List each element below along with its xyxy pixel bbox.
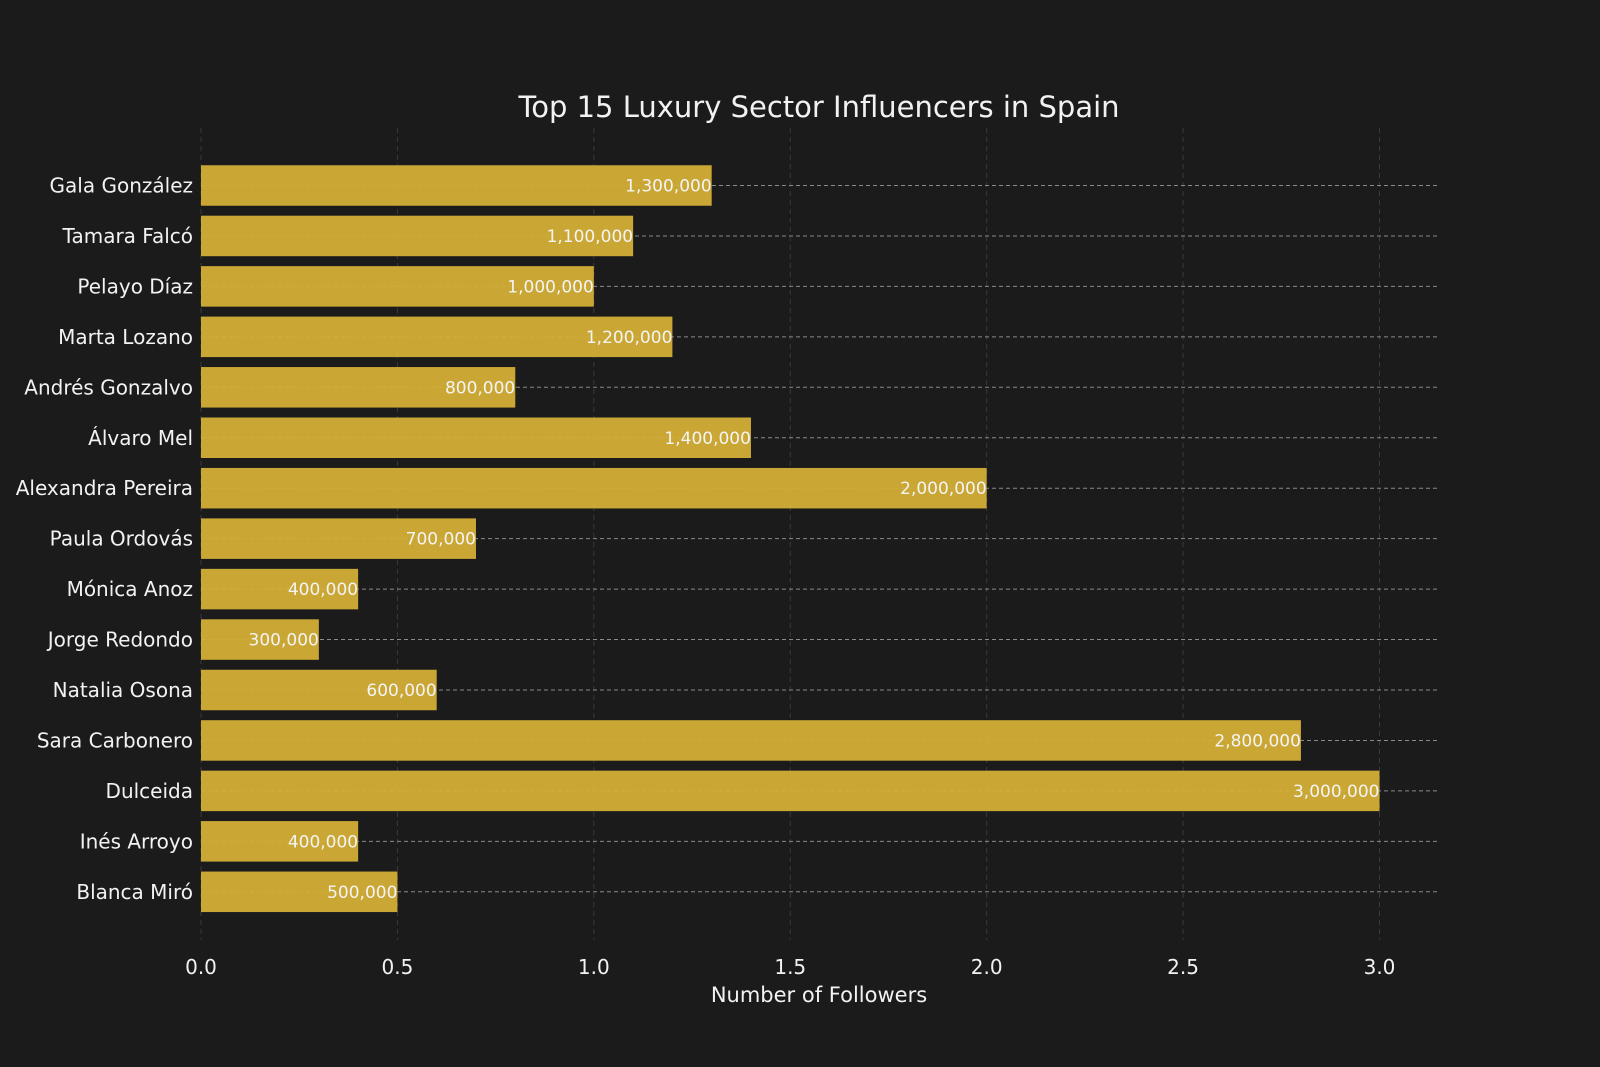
category-label: Tamara Falcó [62, 224, 193, 248]
bar [201, 669, 437, 711]
x-tick-label: 1.5 [774, 955, 806, 979]
bar-value-label: 800,000 [445, 378, 515, 398]
category-label: Blanca Miró [76, 880, 193, 904]
category-label: Álvaro Mel [88, 426, 193, 450]
x-tick-label: 1.0 [578, 955, 610, 979]
x-tick-labels: 0.0 0.5 1.0 1.5 2.0 2.5 3.0 [185, 955, 1395, 979]
category-label: Gala González [50, 174, 193, 198]
bar-value-label: 1,400,000 [664, 429, 751, 449]
bar-value-label: 700,000 [406, 530, 476, 550]
bar-value-label: 1,300,000 [625, 177, 712, 197]
category-label: Natalia Osona [53, 678, 193, 702]
category-label: Andrés Gonzalvo [24, 375, 193, 399]
bar [201, 821, 359, 862]
bar-value-label: 400,000 [288, 580, 358, 600]
bar [201, 165, 712, 206]
category-label: Inés Arroyo [80, 829, 193, 853]
bar-value-label: 1,200,000 [586, 328, 673, 348]
bar-value-label: 500,000 [327, 883, 397, 903]
x-tick-label: 2.0 [971, 955, 1003, 979]
x-tick-label: 2.5 [1167, 955, 1199, 979]
x-tick-label: 0.5 [382, 955, 414, 979]
bar [201, 518, 476, 559]
bar-value-label: 1,100,000 [547, 227, 634, 247]
bar [201, 720, 1301, 761]
category-label: Sara Carbonero [37, 728, 193, 752]
bar-value-label: 600,000 [366, 681, 436, 701]
category-label: Dulceida [106, 779, 193, 803]
bar [201, 467, 987, 509]
bar [201, 316, 673, 358]
category-label: Alexandra Pereira [16, 476, 193, 500]
x-tick-label: 0.0 [185, 955, 217, 979]
bar [201, 871, 398, 913]
bar [201, 215, 634, 257]
bar-value-label: 1,000,000 [507, 277, 594, 297]
bars-layer [201, 165, 1380, 913]
bar-value-label: 300,000 [249, 631, 319, 651]
labels-layer: 1,300,000 Gala González 1,100,000 Tamara Fa… [16, 174, 1380, 904]
category-label: Jorge Redondo [46, 628, 193, 652]
bar [201, 417, 751, 458]
category-label: Mónica Anoz [67, 577, 193, 601]
bar [201, 568, 359, 610]
bar-value-label: 3,000,000 [1293, 782, 1380, 802]
x-tick-label: 3.0 [1364, 955, 1396, 979]
category-label: Marta Lozano [58, 325, 193, 349]
bar-value-label: 2,000,000 [900, 479, 987, 499]
bar-value-label: 400,000 [288, 832, 358, 852]
x-axis-label: Number of Followers [711, 983, 927, 1007]
bar [201, 619, 319, 660]
bar [201, 367, 516, 408]
bar [201, 266, 594, 307]
category-label: Paula Ordovás [50, 527, 193, 551]
bar [201, 770, 1380, 812]
chart-title: Top 15 Luxury Sector Influencers in Spai… [517, 90, 1119, 124]
category-label: Pelayo Díaz [77, 274, 193, 298]
bar-value-label: 2,800,000 [1214, 731, 1301, 751]
